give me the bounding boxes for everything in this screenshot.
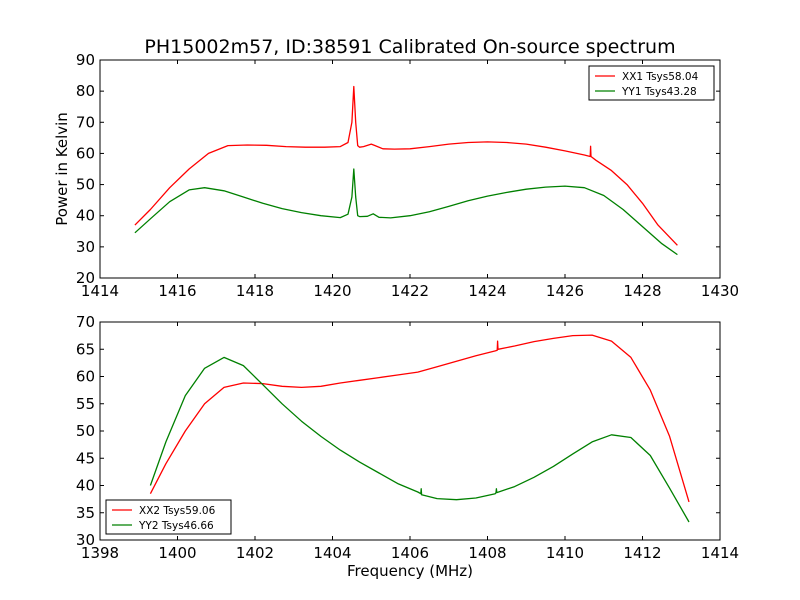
x-tick-label: 1430 [701, 282, 739, 300]
x-tick-label: 1416 [158, 282, 196, 300]
x-tick-label: 1424 [468, 282, 506, 300]
y-tick-label: 50 [76, 176, 95, 194]
legend-entry: YY1 Tsys43.28 [621, 86, 697, 98]
legend-entry: XX1 Tsys58.04 [622, 71, 699, 83]
y-tick-label: 40 [76, 207, 95, 225]
y-tick-label: 35 [76, 504, 95, 522]
legend-box [105, 499, 232, 535]
top-spectrum-plot: 1414 1416 1418 1420 1422 1424 1426 1428 1430 20 30… [76, 51, 739, 300]
x-axis-label: Frequency (MHz) [347, 562, 473, 580]
x-tick-label: 1414 [81, 282, 119, 300]
y-tick-label: 70 [76, 313, 95, 331]
y-axis-label: Power in Kelvin [53, 112, 71, 226]
legend-entry: YY2 Tsys46.66 [138, 520, 214, 532]
y-tick-label: 45 [76, 449, 95, 467]
chart-title: PH15002m57, ID:38591 Calibrated On-sourc… [144, 36, 675, 58]
x-tick-label: 1402 [236, 544, 274, 562]
bottom-spectrum-plot: 1398 1400 1402 1404 1406 1408 1410 1412 1414 30 35… [76, 313, 739, 562]
series-line-yy2 [149, 356, 690, 523]
y-tick-label: 55 [76, 395, 95, 413]
x-tick-label: 1410 [546, 544, 584, 562]
legend: XX1 Tsys58.04 YY1 Tsys43.28 [588, 65, 715, 101]
x-tick-label: 1420 [313, 282, 351, 300]
series-line-yy1 [134, 168, 678, 256]
x-tick-label: 1406 [391, 544, 429, 562]
x-tick-label: 1418 [236, 282, 274, 300]
x-tick-label: 1412 [623, 544, 661, 562]
y-tick-label: 30 [76, 238, 95, 256]
y-tick-label: 60 [76, 144, 95, 162]
y-tick-label: 80 [76, 82, 95, 100]
legend: XX2 Tsys59.06 YY2 Tsys46.66 [105, 499, 232, 535]
x-tick-label: 1408 [468, 544, 506, 562]
y-tick-label: 70 [76, 113, 95, 131]
x-tick-label: 1428 [623, 282, 661, 300]
series-line-xx1 [134, 85, 678, 246]
y-tick-label: 90 [76, 51, 95, 69]
series-line-xx2 [149, 334, 690, 503]
x-tick-label: 1422 [391, 282, 429, 300]
x-tick-label: 1404 [313, 544, 351, 562]
legend-box [588, 65, 715, 101]
x-tick-label: 1400 [158, 544, 196, 562]
y-tick-label: 60 [76, 368, 95, 386]
y-tick-label: 30 [76, 531, 95, 549]
y-tick-label: 65 [76, 340, 95, 358]
legend-entry: XX2 Tsys59.06 [139, 505, 216, 517]
x-tick-label: 1426 [546, 282, 584, 300]
y-tick-label: 40 [76, 477, 95, 495]
y-tick-label: 50 [76, 422, 95, 440]
y-tick-label: 20 [76, 269, 95, 287]
x-tick-label: 1414 [701, 544, 739, 562]
x-tick-label: 1398 [81, 544, 119, 562]
